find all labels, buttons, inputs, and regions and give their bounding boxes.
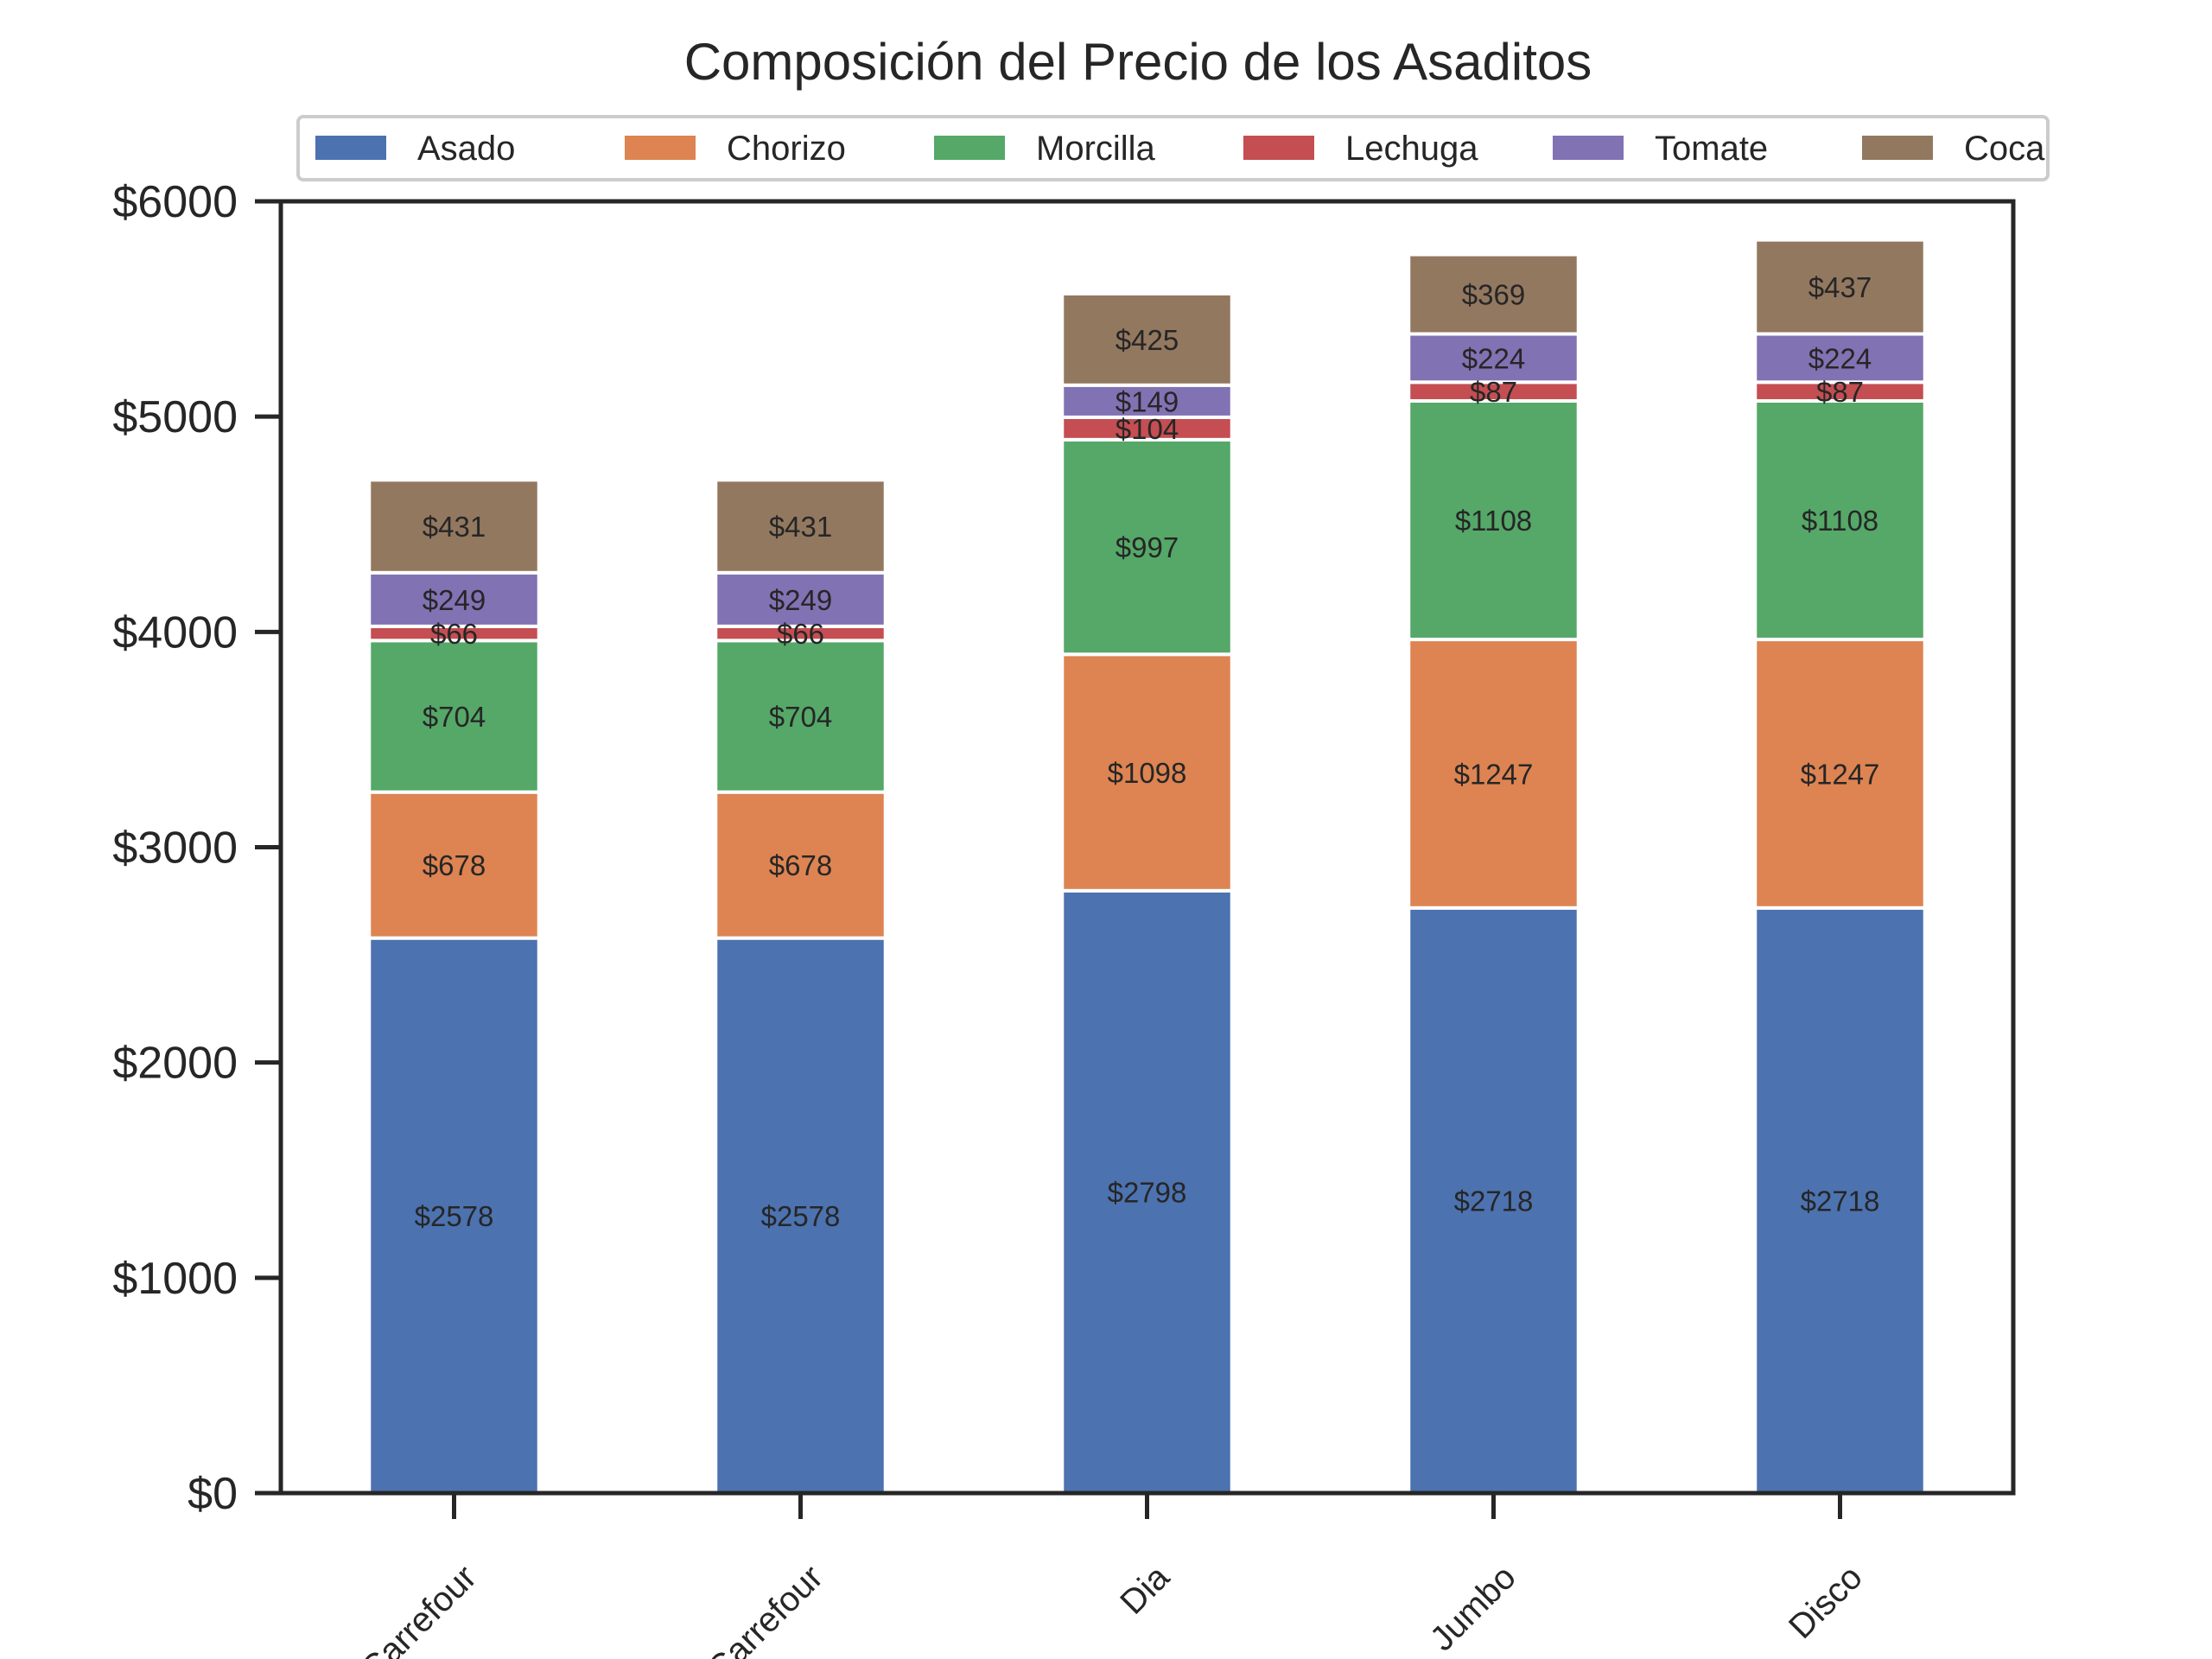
data-label-coca: $437	[1808, 271, 1872, 303]
bar-segment-morcilla	[1060, 437, 1234, 657]
legend-swatch-asado	[315, 136, 386, 160]
y-tick-label: $4000	[112, 607, 238, 658]
x-tick-label: Dia	[1113, 1558, 1177, 1622]
bar-segment-asado	[1407, 906, 1580, 1495]
bars-group	[367, 238, 1927, 1495]
data-label-lechuga: $66	[777, 618, 824, 650]
bar-segment-asado	[1753, 906, 1927, 1495]
legend-swatch-lechuga	[1243, 136, 1314, 160]
legend-label-chorizo: Chorizo	[727, 130, 846, 168]
data-label-tomate: $149	[1116, 385, 1179, 417]
data-label-lechuga: $104	[1116, 413, 1179, 445]
bar-segment-morcilla	[1407, 398, 1580, 642]
y-tick-label: $2000	[112, 1039, 238, 1089]
data-label-coca: $425	[1116, 324, 1179, 356]
y-tick-label: $0	[188, 1469, 238, 1519]
data-label-asado: $2578	[415, 1200, 494, 1232]
bar-segment-morcilla	[1753, 398, 1927, 642]
legend-swatch-tomate	[1553, 136, 1624, 160]
legend-box	[296, 115, 2050, 181]
bar-segment-chorizo	[714, 790, 887, 940]
data-labels-group: $2578$678$704$66$249$431$2578$678$704$66…	[415, 271, 1880, 1232]
legend-swatch-chorizo	[625, 136, 696, 160]
bar-segment-coca	[367, 478, 541, 575]
data-label-asado: $2798	[1108, 1176, 1187, 1208]
bar-segment-coca	[1407, 252, 1580, 336]
bar-segment-morcilla	[714, 639, 887, 794]
data-label-asado: $2718	[1801, 1185, 1880, 1217]
y-tick-label: $5000	[112, 392, 238, 442]
legend-swatch-coca	[1862, 136, 1933, 160]
data-label-morcilla: $1108	[1455, 505, 1532, 537]
data-label-chorizo: $1098	[1108, 757, 1187, 789]
data-label-morcilla: $704	[769, 701, 832, 733]
data-label-chorizo: $1247	[1454, 758, 1534, 790]
data-label-lechuga: $66	[430, 618, 478, 650]
data-label-coca: $431	[769, 511, 832, 543]
y-tick-label: $1000	[112, 1254, 238, 1304]
x-tick-label: Carrefour	[700, 1558, 830, 1659]
bar-segment-coca	[1753, 238, 1927, 336]
bar-segment-tomate	[1407, 332, 1580, 385]
bar-segment-tomate	[1060, 383, 1234, 419]
data-label-lechuga: $87	[1470, 376, 1517, 408]
bar-segment-coca	[1060, 291, 1234, 387]
data-label-chorizo: $678	[423, 849, 486, 881]
legend-label-asado: Asado	[417, 130, 515, 168]
data-label-lechuga: $87	[1816, 376, 1864, 408]
data-label-morcilla: $1108	[1802, 505, 1878, 537]
data-label-chorizo: $1247	[1801, 758, 1880, 790]
chart-title: Composición del Precio de los Asaditos	[684, 33, 1592, 91]
data-label-morcilla: $704	[423, 701, 486, 733]
x-tick-label: Jumbo	[1423, 1558, 1523, 1658]
legend: Asado Chorizo Morcilla Lechuga Tomate Coca	[296, 115, 2050, 181]
y-tick-label: $3000	[112, 823, 238, 874]
data-label-morcilla: $997	[1116, 531, 1179, 563]
data-label-tomate: $249	[769, 584, 832, 616]
data-label-tomate: $249	[423, 584, 486, 616]
data-label-coca: $369	[1462, 279, 1525, 311]
data-label-tomate: $224	[1808, 342, 1872, 374]
x-tick-label: Disco	[1782, 1558, 1870, 1646]
bar-segment-tomate	[367, 570, 541, 628]
bar-segment-asado	[367, 936, 541, 1495]
bar-segment-coca	[714, 478, 887, 575]
legend-label-coca: Coca	[1964, 130, 2045, 168]
legend-label-tomate: Tomate	[1655, 130, 1768, 168]
data-label-coca: $431	[423, 511, 486, 543]
bar-segment-chorizo	[1753, 638, 1927, 910]
bar-segment-chorizo	[367, 790, 541, 940]
data-label-tomate: $224	[1462, 342, 1525, 374]
bar-segment-asado	[1060, 888, 1234, 1495]
bar-segment-tomate	[1753, 332, 1927, 385]
bar-segment-chorizo	[1060, 652, 1234, 893]
data-label-asado: $2718	[1454, 1185, 1534, 1217]
legend-label-morcilla: Morcilla	[1036, 130, 1156, 168]
data-label-chorizo: $678	[769, 849, 832, 881]
y-tick-label: $6000	[112, 177, 238, 227]
x-tick-label: Carrefour	[353, 1558, 484, 1659]
data-label-asado: $2578	[761, 1200, 841, 1232]
legend-swatch-morcilla	[934, 136, 1005, 160]
legend-label-lechuga: Lechuga	[1345, 130, 1478, 168]
